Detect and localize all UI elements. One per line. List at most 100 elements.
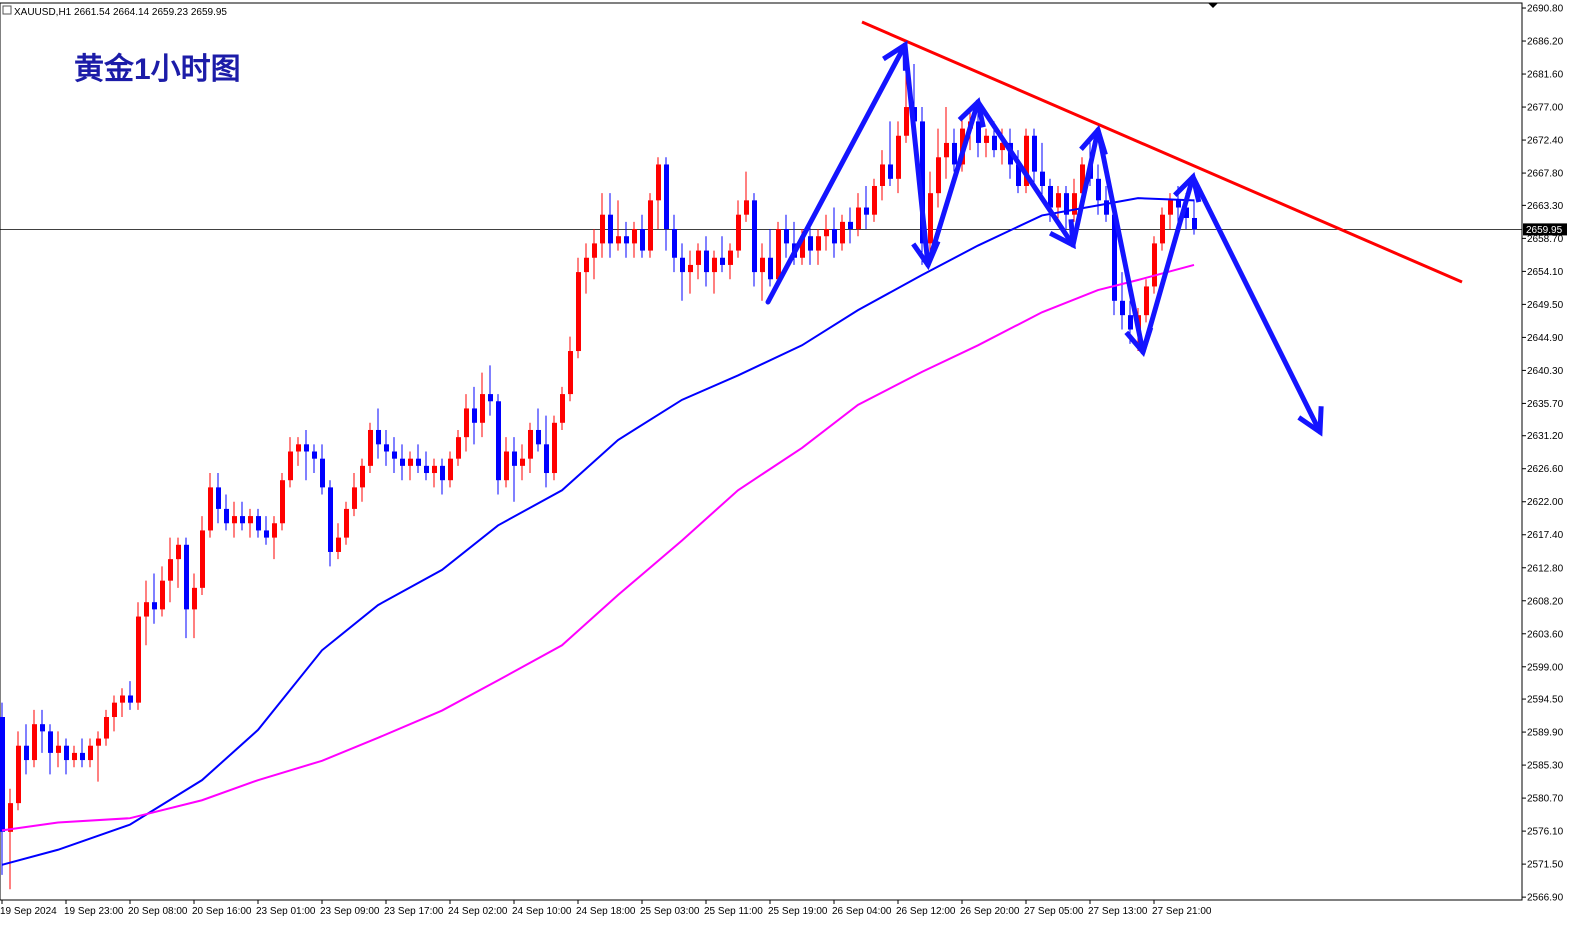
candle-body (504, 451, 509, 481)
candle-body (944, 142, 949, 158)
x-tick-label: 27 Sep 21:00 (1152, 906, 1212, 917)
candle-body (536, 429, 541, 445)
candle-body (288, 451, 293, 481)
candle-body (576, 272, 581, 352)
candle-body (1048, 185, 1053, 208)
candle-body (176, 544, 181, 560)
candle-body (392, 451, 397, 459)
price-label-bg (1523, 223, 1567, 236)
candle-body (832, 229, 837, 244)
plot-frame (0, 2, 1523, 901)
candle-body (560, 394, 565, 423)
candle-body (88, 745, 93, 761)
candle-body (320, 458, 325, 488)
candle-body (80, 752, 85, 761)
candle-body (1112, 214, 1117, 301)
x-tick-label: 19 Sep 23:00 (64, 906, 124, 917)
candle-body (256, 516, 261, 531)
y-tick-label: 2612.80 (1527, 563, 1564, 574)
x-tick-label: 25 Sep 11:00 (704, 906, 763, 917)
candle-body (672, 229, 677, 258)
candle-body (136, 616, 141, 703)
candle-body (544, 444, 549, 474)
arrow (975, 99, 1073, 245)
candle-body (992, 135, 997, 151)
annotations (765, 3, 1463, 432)
y-tick-label: 2654.10 (1527, 267, 1564, 278)
candle-body (240, 516, 245, 524)
candle-body (408, 458, 413, 466)
candle-body (600, 214, 605, 244)
candle-body (1120, 300, 1125, 316)
candle-body (72, 752, 77, 761)
candle-body (440, 465, 445, 481)
candle-body (64, 745, 69, 761)
candle-body (896, 135, 901, 179)
candle-body (272, 523, 277, 538)
candle-body (96, 738, 101, 746)
y-tick-label: 2690.80 (1527, 4, 1564, 15)
candle-body (424, 465, 429, 474)
candle-body (1024, 135, 1029, 186)
candle-body (720, 257, 725, 265)
x-tick-label: 23 Sep 01:00 (256, 906, 316, 917)
y-tick-label: 2585.30 (1527, 761, 1564, 772)
x-tick-label: 24 Sep 02:00 (448, 906, 508, 917)
shift-marker (1208, 3, 1218, 8)
y-tick-label: 2576.10 (1527, 827, 1564, 838)
candle-body (952, 142, 957, 165)
y-tick-label: 2603.60 (1527, 629, 1564, 640)
candle-body (480, 394, 485, 423)
candle-body (56, 745, 61, 753)
arrow (902, 42, 928, 265)
candle-body (1168, 200, 1173, 215)
candle-body (608, 214, 613, 244)
candle-body (32, 724, 37, 761)
candle-body (112, 702, 117, 718)
candle-body (448, 458, 453, 481)
moving-average (1, 197, 1195, 866)
candle-body (800, 236, 805, 258)
candle-body (936, 157, 941, 194)
y-tick-label: 2580.70 (1527, 794, 1564, 805)
candle-body (688, 264, 693, 273)
candle-body (744, 200, 749, 215)
candle-body (1056, 193, 1061, 208)
candle-body (360, 465, 365, 488)
candle-body (816, 236, 821, 251)
candle-body (680, 257, 685, 273)
y-tick-label: 2640.30 (1527, 366, 1564, 377)
y-tick-label: 2644.90 (1527, 333, 1564, 344)
candle-body (184, 544, 189, 610)
candle-body (160, 580, 165, 610)
candle-body (232, 516, 237, 524)
candle-body (1192, 217, 1197, 230)
candle-body (1144, 286, 1149, 316)
candle-body (264, 530, 269, 538)
candle-body (144, 602, 149, 617)
x-tick-label: 26 Sep 04:00 (832, 906, 892, 917)
candle-body (920, 121, 925, 244)
y-tick-label: 2589.90 (1527, 728, 1564, 739)
candle-body (656, 164, 661, 201)
candle-body (552, 422, 557, 474)
arrow (1140, 177, 1193, 355)
y-tick-label: 2649.50 (1527, 300, 1564, 311)
candle-body (1080, 164, 1085, 194)
x-tick-label: 24 Sep 10:00 (512, 906, 572, 917)
candle-body (512, 451, 517, 466)
header-text: XAUUSD,H1 2661.54 2664.14 2659.23 2659.9… (14, 7, 227, 18)
candle-body (824, 229, 829, 237)
candle-body (24, 745, 29, 761)
price-label: 2659.95 (1526, 225, 1563, 236)
candle-body (1064, 193, 1069, 215)
arrow (765, 45, 905, 305)
candle-body (384, 444, 389, 452)
chart-title: 黄金1小时图 (74, 52, 241, 86)
y-tick-label: 2631.20 (1527, 431, 1564, 442)
candle-body (848, 221, 853, 230)
y-tick-label: 2658.70 (1527, 234, 1564, 245)
candle-body (768, 257, 773, 280)
candle-body (760, 257, 765, 273)
